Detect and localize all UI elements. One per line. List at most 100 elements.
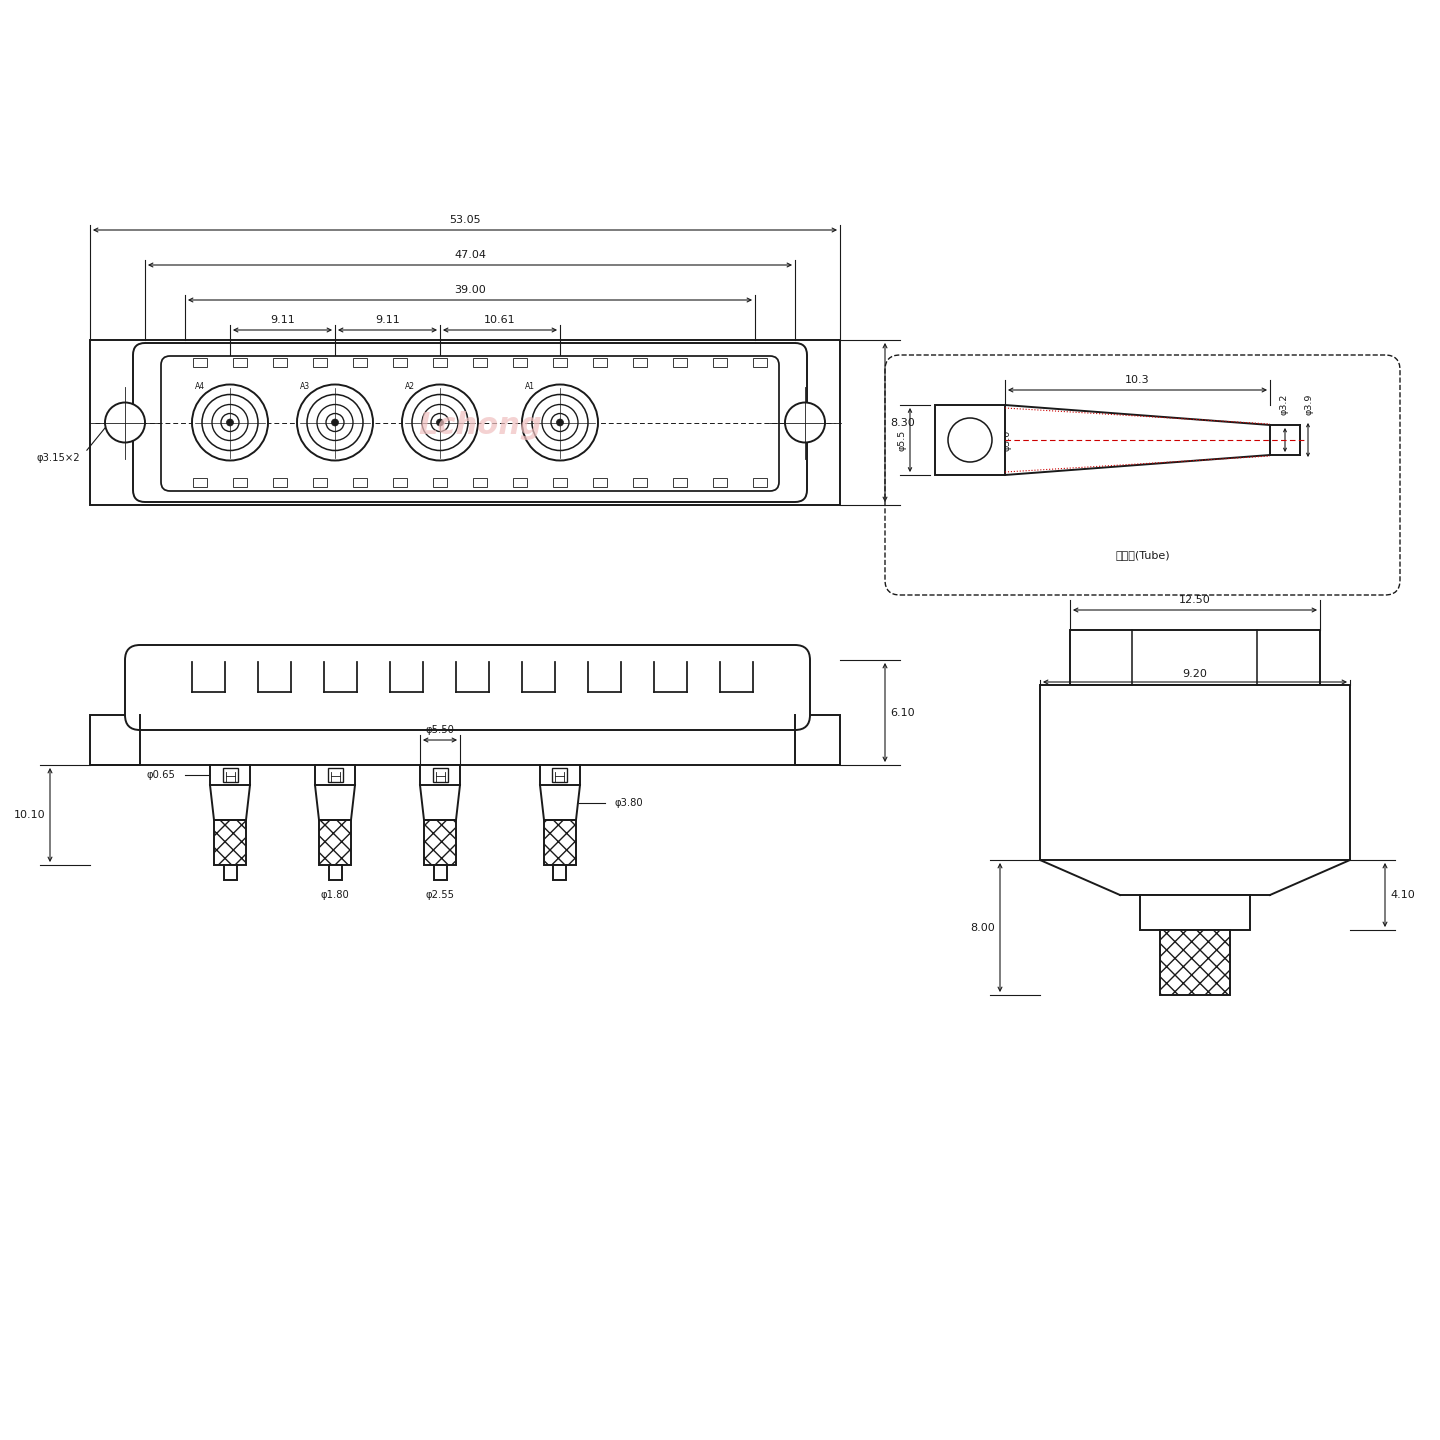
Text: 39.00: 39.00 xyxy=(454,285,485,295)
Bar xyxy=(634,478,647,487)
Bar xyxy=(593,478,608,487)
Text: A1: A1 xyxy=(526,382,536,390)
Text: 10.3: 10.3 xyxy=(1125,374,1149,384)
Bar xyxy=(672,478,687,487)
Bar xyxy=(540,765,580,785)
Text: φ3.2: φ3.2 xyxy=(1280,393,1289,415)
Text: 10.61: 10.61 xyxy=(484,315,516,325)
Bar xyxy=(215,819,246,865)
Bar xyxy=(328,865,341,880)
Text: 8.00: 8.00 xyxy=(971,923,995,933)
Bar xyxy=(423,819,456,865)
Bar xyxy=(193,359,207,367)
Bar xyxy=(274,478,287,487)
Bar xyxy=(513,478,527,487)
Bar xyxy=(312,478,327,487)
Text: 9.11: 9.11 xyxy=(376,315,400,325)
Polygon shape xyxy=(1005,405,1270,475)
Bar xyxy=(553,359,567,367)
Bar xyxy=(513,359,527,367)
Circle shape xyxy=(785,403,825,442)
Bar xyxy=(1040,685,1349,860)
Text: 53.05: 53.05 xyxy=(449,215,481,225)
Bar xyxy=(593,359,608,367)
Bar xyxy=(433,478,446,487)
Bar xyxy=(393,478,408,487)
Bar xyxy=(1161,930,1230,995)
Bar xyxy=(433,865,446,880)
Text: φ5.50: φ5.50 xyxy=(426,724,455,734)
Bar xyxy=(353,359,367,367)
Polygon shape xyxy=(315,785,356,819)
Bar xyxy=(312,359,327,367)
Circle shape xyxy=(556,419,563,426)
Bar xyxy=(353,478,367,487)
Text: 12.50: 12.50 xyxy=(1179,595,1211,605)
Text: 47.04: 47.04 xyxy=(454,251,487,261)
Bar xyxy=(223,768,238,782)
Text: A4: A4 xyxy=(194,382,204,390)
Text: 屏蔽管(Tube): 屏蔽管(Tube) xyxy=(1115,550,1169,560)
Text: φ2.55: φ2.55 xyxy=(425,890,455,900)
Circle shape xyxy=(297,384,373,461)
Bar xyxy=(193,478,207,487)
Text: φ5.0: φ5.0 xyxy=(1004,429,1012,451)
Bar xyxy=(544,819,576,865)
Text: 4.10: 4.10 xyxy=(1390,890,1414,900)
Bar xyxy=(634,359,647,367)
Text: 6.10: 6.10 xyxy=(890,707,914,717)
Circle shape xyxy=(436,419,444,426)
Text: 8.30: 8.30 xyxy=(890,418,914,428)
Circle shape xyxy=(521,384,598,461)
Bar xyxy=(327,768,343,782)
Circle shape xyxy=(226,419,233,426)
Bar xyxy=(433,359,446,367)
Bar xyxy=(672,359,687,367)
Polygon shape xyxy=(210,785,251,819)
Bar xyxy=(233,478,248,487)
Bar xyxy=(553,865,566,880)
Circle shape xyxy=(402,384,478,461)
Bar xyxy=(753,478,768,487)
Polygon shape xyxy=(540,785,580,819)
Bar xyxy=(553,768,567,782)
Bar xyxy=(320,819,351,865)
Text: φ1.80: φ1.80 xyxy=(321,890,350,900)
Bar xyxy=(472,359,487,367)
Text: φ3.80: φ3.80 xyxy=(615,798,644,808)
Text: φ3.15×2: φ3.15×2 xyxy=(36,452,81,462)
Bar xyxy=(713,478,727,487)
Bar xyxy=(420,765,459,785)
Bar xyxy=(713,359,727,367)
Text: φ5.5: φ5.5 xyxy=(899,429,907,451)
Text: 10.10: 10.10 xyxy=(13,809,45,819)
FancyBboxPatch shape xyxy=(125,645,809,730)
Bar xyxy=(432,768,448,782)
Text: A2: A2 xyxy=(405,382,415,390)
Text: A3: A3 xyxy=(300,382,310,390)
FancyBboxPatch shape xyxy=(161,356,779,491)
Bar xyxy=(274,359,287,367)
Bar xyxy=(393,359,408,367)
Text: Lchong: Lchong xyxy=(418,410,541,439)
Bar xyxy=(1070,631,1320,685)
Bar xyxy=(233,359,248,367)
Bar xyxy=(753,359,768,367)
Bar xyxy=(935,405,1005,475)
Polygon shape xyxy=(420,785,459,819)
Bar xyxy=(553,478,567,487)
Text: φ3.9: φ3.9 xyxy=(1305,393,1313,415)
Circle shape xyxy=(105,403,145,442)
Bar xyxy=(472,478,487,487)
Bar xyxy=(1140,896,1250,930)
Bar xyxy=(315,765,356,785)
Text: φ0.65: φ0.65 xyxy=(145,770,176,780)
Bar xyxy=(91,716,840,765)
Text: 9.11: 9.11 xyxy=(271,315,295,325)
Circle shape xyxy=(192,384,268,461)
Bar xyxy=(223,865,236,880)
Circle shape xyxy=(948,418,992,462)
Bar xyxy=(91,340,840,505)
Text: 9.20: 9.20 xyxy=(1182,670,1207,680)
FancyBboxPatch shape xyxy=(132,343,806,503)
